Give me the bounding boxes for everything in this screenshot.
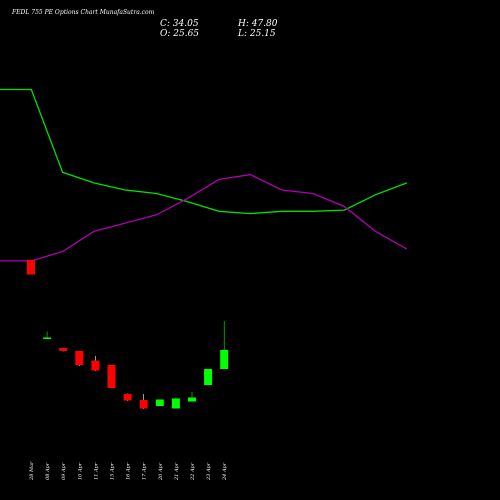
x-tick-label: 08 Apr — [45, 462, 51, 480]
candle-body-12 — [220, 350, 229, 369]
candle-body-8 — [155, 399, 164, 406]
candle-body-5 — [107, 365, 116, 388]
low-value: L: 25.15 — [238, 29, 276, 39]
candle-body-0 — [27, 260, 35, 275]
x-tick-label: 15 Apr — [110, 462, 116, 480]
x-tick-label: 11 Apr — [93, 462, 99, 480]
close-value: C: 34.05 — [160, 19, 199, 29]
candle-body-6 — [123, 394, 132, 401]
x-tick-label: 22 Apr — [190, 462, 196, 481]
x-tick-label: 20 Apr — [158, 462, 164, 481]
x-tick-label: 21 Apr — [174, 462, 180, 481]
candle-body-11 — [204, 369, 213, 385]
x-tick-label: 16 Apr — [126, 462, 132, 480]
candle-body-7 — [139, 400, 148, 409]
chart-title: FEDL 755 PE Options Chart MunafaSutra.co… — [12, 9, 155, 16]
green-indicator-line — [0, 88, 408, 215]
candle-body-2 — [59, 348, 68, 351]
x-tick-label: 09 Apr — [61, 462, 67, 480]
candle-body-3 — [75, 351, 84, 365]
x-tick-label: 10 Apr — [77, 462, 83, 480]
open-value: O: 25.65 — [160, 29, 200, 39]
candle-body-4 — [91, 360, 100, 371]
high-value: H: 47.80 — [238, 19, 278, 29]
candle-body-1 — [43, 337, 52, 339]
x-tick-label: 28 Mar — [29, 461, 35, 481]
x-tick-label: 24 Apr — [222, 462, 228, 481]
candle-body-9 — [171, 398, 180, 409]
candle-body-10 — [188, 397, 196, 402]
x-tick-label: 17 Apr — [142, 462, 148, 480]
magenta-indicator-line — [0, 173, 408, 262]
x-tick-label: 23 Apr — [206, 462, 212, 481]
